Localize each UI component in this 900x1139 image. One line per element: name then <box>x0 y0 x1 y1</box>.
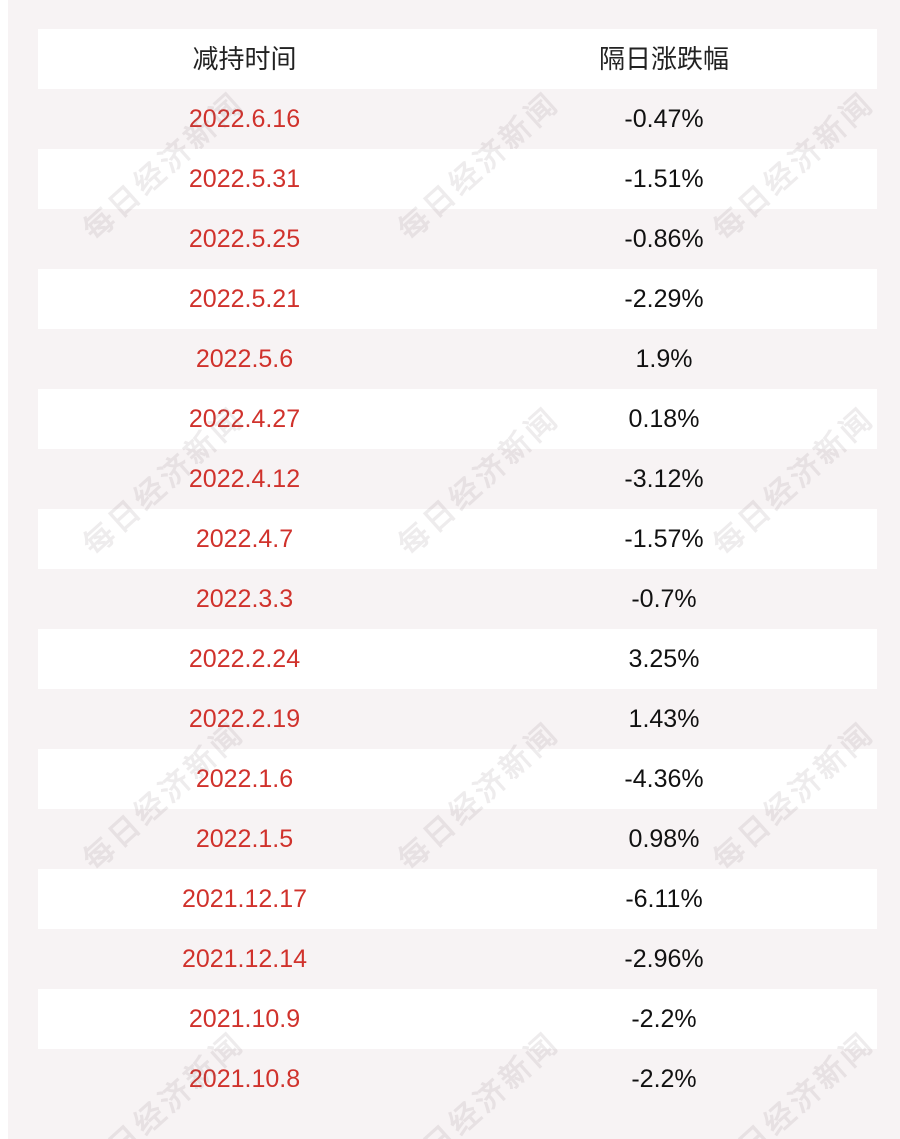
next-day-change-cell: -6.11% <box>625 885 703 913</box>
next-day-change-cell: 0.98% <box>628 825 700 853</box>
table-row: 2022.5.6 1.9% <box>38 329 877 389</box>
next-day-change-cell: -2.29% <box>624 285 704 313</box>
reduction-date-cell: 2022.2.24 <box>188 645 301 673</box>
table-row: 2022.3.3 -0.7% <box>38 569 877 629</box>
table-row: 2022.4.7 -1.57% <box>38 509 877 569</box>
next-day-change-cell: -0.86% <box>624 225 704 253</box>
header-reduction-date: 减持时间 <box>192 44 297 74</box>
reduction-date-cell: 2021.12.17 <box>181 885 308 913</box>
table-row: 2022.5.21 -2.29% <box>38 269 877 329</box>
left-margin-strip <box>0 0 8 1139</box>
next-day-change-cell: 3.25% <box>628 645 700 673</box>
reduction-date-cell: 2022.1.6 <box>195 765 294 793</box>
next-day-change-cell: 1.43% <box>628 705 700 733</box>
reduction-date-cell: 2021.10.9 <box>188 1005 301 1033</box>
next-day-change-cell: -3.12% <box>624 465 704 493</box>
header-next-day-change: 隔日涨跌幅 <box>598 44 729 74</box>
next-day-change-cell: -2.96% <box>624 945 704 973</box>
table-row: 2021.10.8 -2.2% <box>38 1049 877 1109</box>
next-day-change-cell: 1.9% <box>635 345 693 373</box>
next-day-change-cell: -2.2% <box>631 1065 697 1093</box>
next-day-change-cell: -1.57% <box>624 525 704 553</box>
next-day-change-cell: -4.36% <box>624 765 704 793</box>
reduction-date-cell: 2022.5.31 <box>188 165 301 193</box>
reduction-date-cell: 2022.4.7 <box>195 525 294 553</box>
next-day-change-cell: 0.18% <box>628 405 700 433</box>
reduction-date-cell: 2022.5.25 <box>188 225 301 253</box>
reduction-date-cell: 2022.2.19 <box>188 705 301 733</box>
table-row: 2022.2.24 3.25% <box>38 629 877 689</box>
table-row: 2021.12.14 -2.96% <box>38 929 877 989</box>
reduction-date-cell: 2022.4.27 <box>188 405 301 433</box>
table-row: 2021.12.17 -6.11% <box>38 869 877 929</box>
next-day-change-cell: -0.7% <box>631 585 697 613</box>
table-body: 2022.6.16 -0.47% 2022.5.31 -1.51% 2022.5.25 -… <box>38 89 877 1109</box>
reduction-date-cell: 2021.10.8 <box>188 1065 301 1093</box>
reduction-date-cell: 2022.3.3 <box>195 585 294 613</box>
table-row: 2022.2.19 1.43% <box>38 689 877 749</box>
reduction-table: 减持时间 隔日涨跌幅 2022.6.16 -0.47% 2022.5.31 -1.51… <box>38 29 877 1109</box>
table-row: 2022.6.16 -0.47% <box>38 89 877 149</box>
next-day-change-cell: -2.2% <box>631 1005 697 1033</box>
reduction-date-cell: 2021.12.14 <box>181 945 308 973</box>
next-day-change-cell: -1.51% <box>624 165 704 193</box>
reduction-date-cell: 2022.6.16 <box>188 105 301 133</box>
table-row: 2022.4.12 -3.12% <box>38 449 877 509</box>
table-row: 2021.10.9 -2.2% <box>38 989 877 1049</box>
table-row: 2022.5.31 -1.51% <box>38 149 877 209</box>
table-row: 2022.1.5 0.98% <box>38 809 877 869</box>
table-row: 2022.5.25 -0.86% <box>38 209 877 269</box>
next-day-change-cell: -0.47% <box>624 105 704 133</box>
table-row: 2022.1.6 -4.36% <box>38 749 877 809</box>
reduction-date-cell: 2022.5.6 <box>195 345 294 373</box>
reduction-date-cell: 2022.1.5 <box>195 825 294 853</box>
table-header-row: 减持时间 隔日涨跌幅 <box>38 29 877 89</box>
reduction-date-cell: 2022.4.12 <box>188 465 301 493</box>
reduction-date-cell: 2022.5.21 <box>188 285 301 313</box>
table-row: 2022.4.27 0.18% <box>38 389 877 449</box>
